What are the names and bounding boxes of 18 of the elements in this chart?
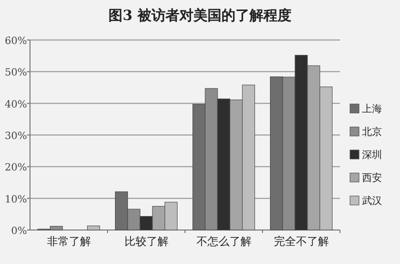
bar — [87, 226, 100, 230]
y-tick-label: 0% — [11, 226, 27, 237]
x-tick-label: 比较了解 — [124, 235, 168, 248]
y-tick-label: 30% — [4, 131, 27, 142]
legend-label: 西安 — [362, 172, 382, 184]
y-tick-label: 60% — [4, 36, 27, 47]
y-tick-label: 50% — [4, 68, 27, 79]
chart-title: 图3 被访者对美国的了解程度 — [108, 7, 292, 24]
x-tick-label: 不怎么了解 — [196, 235, 252, 248]
legend-label: 上海 — [362, 103, 382, 115]
y-tick-label: 40% — [4, 99, 27, 110]
y-tick-label: 20% — [4, 162, 27, 174]
y-tick-label: 10% — [4, 194, 27, 206]
legend-label: 深圳 — [362, 149, 382, 161]
x-tick-label: 完全不了解 — [274, 235, 329, 248]
legend-label: 北京 — [362, 126, 382, 138]
x-tick-label: 非常了解 — [46, 235, 91, 248]
legend-label: 武汉 — [362, 195, 382, 207]
